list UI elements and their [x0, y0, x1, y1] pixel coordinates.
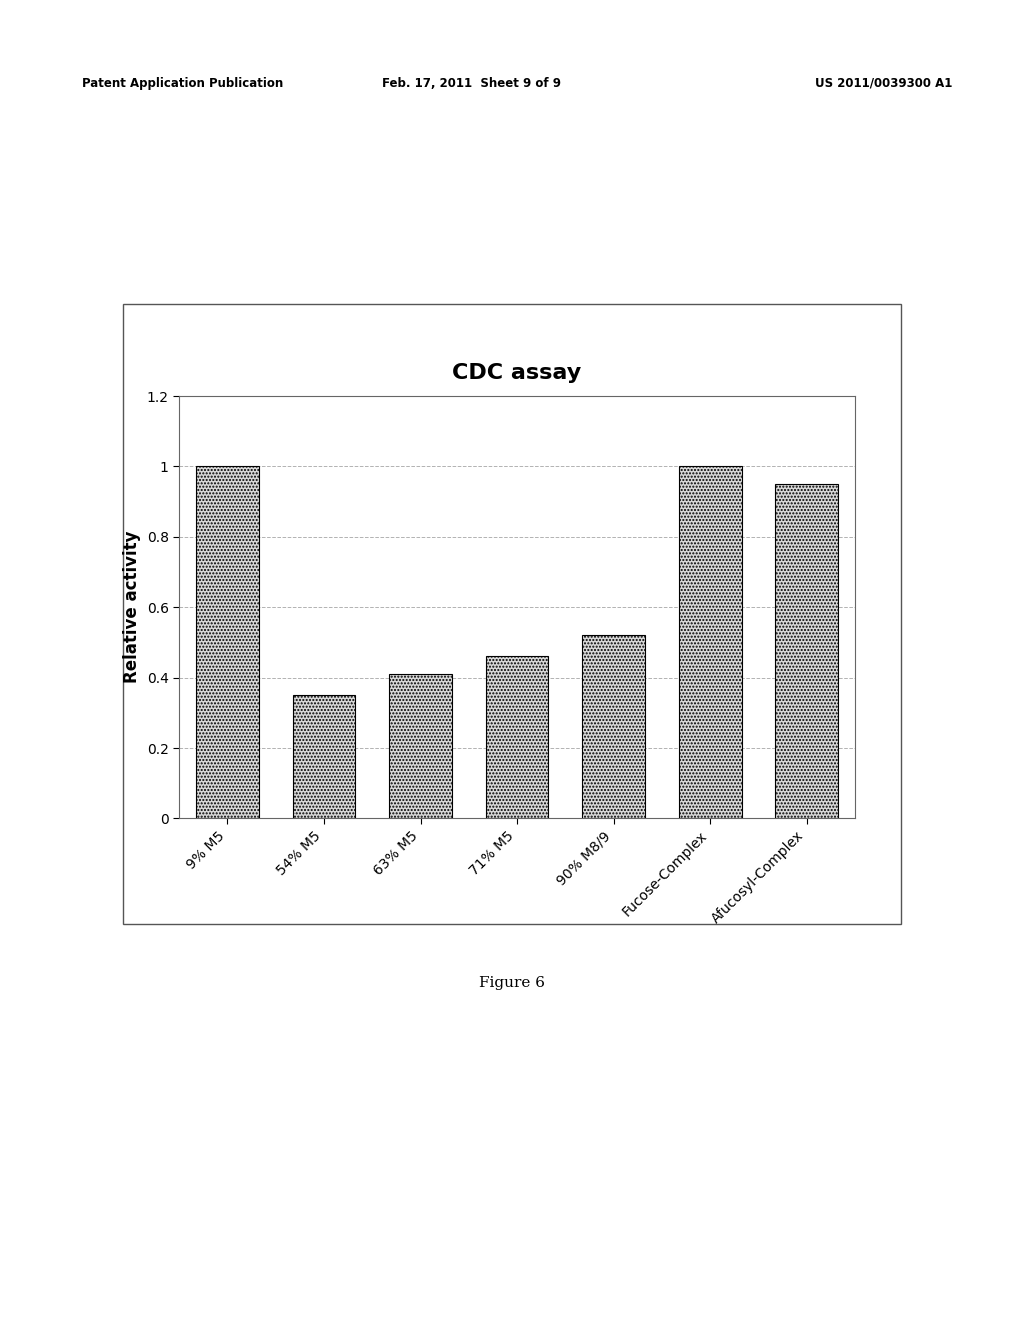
Bar [485, 656, 549, 818]
Text: Figure 6: Figure 6 [479, 977, 545, 990]
Bar [583, 635, 645, 818]
Text: Feb. 17, 2011  Sheet 9 of 9: Feb. 17, 2011 Sheet 9 of 9 [382, 77, 560, 90]
Y-axis label: Relative activity: Relative activity [123, 531, 141, 684]
Bar [293, 696, 355, 818]
Bar [389, 675, 452, 818]
Text: US 2011/0039300 A1: US 2011/0039300 A1 [815, 77, 952, 90]
Bar [196, 466, 259, 818]
Bar [679, 466, 741, 818]
Bar [775, 484, 838, 818]
Title: CDC assay: CDC assay [453, 363, 582, 383]
Text: Patent Application Publication: Patent Application Publication [82, 77, 284, 90]
